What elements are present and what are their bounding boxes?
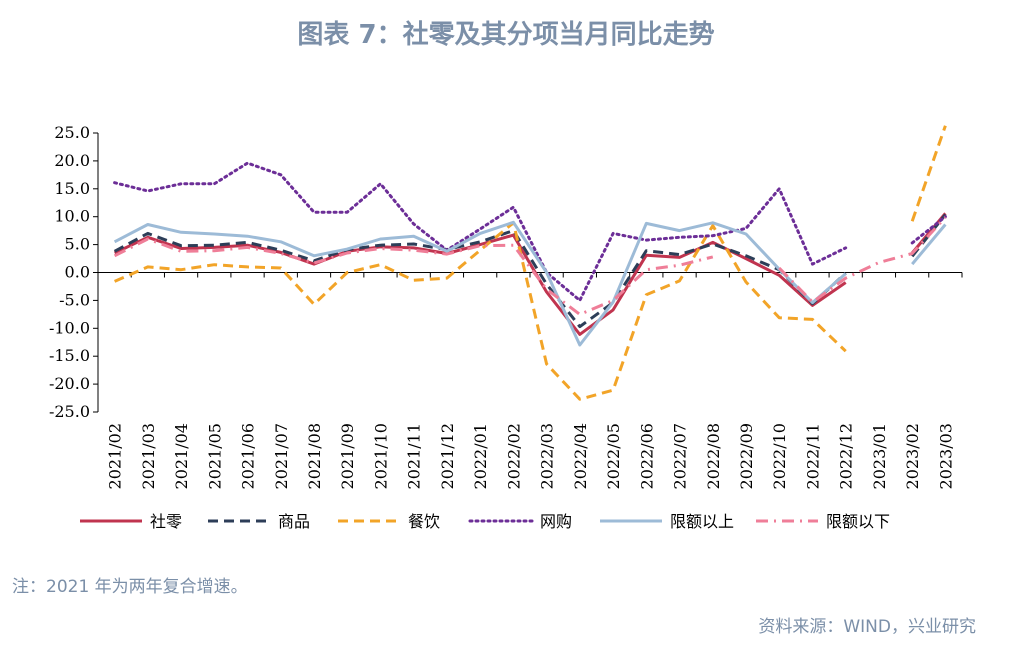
x-tick-label: 2022/03 [538, 423, 557, 489]
y-tick-label: -15.0 [49, 346, 90, 365]
x-tick-label: 2022/01 [471, 423, 490, 489]
x-tick-label: 2021/02 [106, 423, 125, 489]
series-line [778, 216, 947, 304]
x-tick-label: 2021/09 [338, 423, 357, 489]
x-tick-label: 2021/07 [272, 423, 291, 489]
series-line [910, 125, 947, 222]
y-tick-label: -5.0 [59, 290, 90, 309]
x-tick-label: 2021/12 [438, 423, 457, 489]
legend-label: 限额以上 [670, 512, 734, 531]
x-tick-label: 2021/03 [139, 423, 158, 489]
series-限额以上 [113, 220, 947, 347]
legend-item-餐饮: 餐饮 [338, 512, 440, 531]
series-line [113, 237, 714, 316]
y-tick-label: -25.0 [49, 402, 90, 421]
legend-label: 社零 [150, 512, 182, 531]
series-限额以下 [113, 216, 947, 316]
legend-item-商品: 商品 [208, 512, 310, 531]
x-tick-label: 2021/05 [205, 423, 224, 489]
series-lines [113, 125, 947, 401]
x-tick-label: 2021/11 [405, 423, 424, 489]
series-line [113, 220, 847, 347]
y-tick-label: 15.0 [54, 179, 90, 198]
series-line [113, 229, 847, 329]
legend-item-限额以下: 限额以下 [756, 512, 890, 531]
legend-item-网购: 网购 [468, 512, 572, 531]
legend-label: 网购 [540, 512, 572, 531]
y-tick-label: 5.0 [65, 235, 90, 254]
legend-item-社零: 社零 [80, 512, 182, 531]
x-tick-label: 2021/04 [172, 423, 191, 489]
y-tick-label: 0.0 [65, 263, 90, 282]
legend-label: 餐饮 [408, 512, 440, 531]
series-line [911, 223, 947, 266]
series-line [910, 215, 947, 245]
chart-note: 注：2021 年为两年复合增速。 [12, 577, 248, 597]
x-tick-label: 2021/08 [305, 423, 324, 489]
series-网购 [113, 161, 947, 302]
series-餐饮 [113, 125, 947, 401]
x-tick-label: 2022/09 [737, 423, 756, 489]
legend-label: 商品 [278, 512, 310, 531]
x-tick-label: 2022/05 [604, 423, 623, 489]
legend: 社零 商品 餐饮 网购 限额以上 限额以下 [80, 512, 890, 531]
y-tick-label: 25.0 [54, 123, 90, 142]
x-tick-label: 2021/06 [239, 423, 258, 489]
y-tick-label: -20.0 [49, 374, 90, 393]
chart-source: 资料来源：WIND，兴业研究 [758, 617, 976, 637]
x-tick-label: 2023/02 [903, 423, 922, 489]
legend-item-限额以上: 限额以上 [600, 512, 734, 531]
y-tick-label: 20.0 [54, 151, 90, 170]
chart-title: 图表 7：社零及其分项当月同比走势 [297, 20, 715, 50]
x-tick-label: 2022/08 [704, 423, 723, 489]
x-tick-label: 2022/07 [671, 423, 690, 489]
x-tick-label: 2022/04 [571, 423, 590, 489]
x-tick-label: 2022/12 [837, 423, 856, 489]
axes: 25.0 20.0 15.0 10.0 5.0 0.0 -5.0 -10.0 -15.0 -20.… [49, 123, 963, 489]
x-tick-label: 2022/11 [803, 423, 822, 489]
x-tick-label: 2022/02 [504, 423, 523, 489]
series-商品 [113, 213, 947, 329]
y-tick-label: 10.0 [54, 207, 90, 226]
x-tick-label: 2023/03 [936, 423, 955, 489]
x-tick-label: 2021/10 [371, 423, 390, 489]
y-tick-label: -10.0 [49, 318, 90, 337]
x-tick-label: 2022/06 [637, 423, 656, 489]
x-tick-label: 2022/10 [770, 423, 789, 489]
x-tick-label: 2023/01 [870, 423, 889, 489]
series-line [113, 161, 848, 302]
line-chart: 25.0 20.0 15.0 10.0 5.0 0.0 -5.0 -10.0 -15.0 -20.… [49, 123, 963, 531]
legend-label: 限额以下 [826, 512, 890, 531]
